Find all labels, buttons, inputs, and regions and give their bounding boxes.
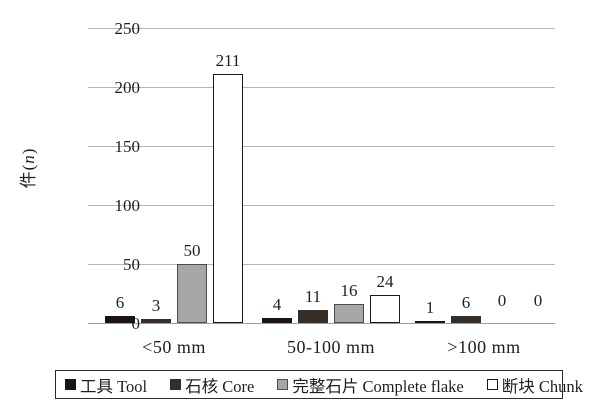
category-label-3: >100 mm <box>447 337 521 357</box>
gridline-200 <box>88 87 555 88</box>
gridline-50 <box>88 264 555 265</box>
bar-group-1: 6 3 50 211 <box>105 28 243 323</box>
y-tick-label-250: 250 <box>114 19 141 38</box>
bar-断块-Chunk <box>213 74 243 323</box>
bar-slot: 0 <box>523 28 553 323</box>
bar-石核-Core <box>451 316 481 323</box>
bar-slot: 11 <box>298 28 328 323</box>
bar-slot: 6 <box>105 28 135 323</box>
legend-marker-icon <box>170 379 182 390</box>
legend-label: 石核 Core <box>185 376 255 396</box>
bar-value-label: 24 <box>376 272 394 291</box>
legend-item: 工具 Tool <box>65 373 147 397</box>
bar-value-label: 0 <box>497 291 507 310</box>
y-tick-label-50: 50 <box>123 255 140 274</box>
bar-工具-Tool <box>105 316 135 323</box>
y-tick-label-0: 0 <box>131 314 141 333</box>
legend-marker-icon <box>486 379 498 390</box>
bar-slot: 1 <box>415 28 445 323</box>
bar-value-label: 11 <box>304 287 322 306</box>
bar-value-label: 4 <box>272 295 282 314</box>
y-tick-label-200: 200 <box>114 78 141 97</box>
bar-slot: 16 <box>334 28 364 323</box>
bar-value-label: 6 <box>461 293 471 312</box>
bar-断块-Chunk <box>370 295 400 323</box>
legend: 工具 Tool 石核 Core 完整石片 Complete flake 断块 Chun… <box>55 370 583 399</box>
plot-area: 6 3 50 211 4 11 16 24 1 6 0 0 <box>88 28 555 324</box>
gridline-100 <box>88 205 555 206</box>
bar-value-label: 50 <box>183 241 201 260</box>
category-label-2: 50-100 mm <box>287 337 375 357</box>
x-axis-line <box>88 323 555 324</box>
bar-value-label: 1 <box>425 298 435 317</box>
legend-label: 完整石片 Complete flake <box>292 376 464 396</box>
bar-value-label: 16 <box>340 281 358 300</box>
bar-slot: 4 <box>262 28 292 323</box>
bar-slot: 6 <box>451 28 481 323</box>
legend-label: 工具 Tool <box>80 376 148 396</box>
legend-item: 石核 Core <box>170 373 254 397</box>
gridline-150 <box>88 146 555 147</box>
legend-marker-icon <box>277 379 289 390</box>
bar-石核-Core <box>141 319 171 323</box>
bar-工具-Tool <box>415 321 445 323</box>
bar-石核-Core <box>298 310 328 323</box>
y-axis-title-variable: n <box>19 154 38 164</box>
gridline-250 <box>88 28 555 29</box>
y-axis-title-suffix: ) <box>19 147 38 155</box>
y-axis-title-prefix: 件( <box>19 163 38 189</box>
bar-slot: 24 <box>370 28 400 323</box>
legend-marker-icon <box>65 379 76 390</box>
legend-item: 完整石片 Complete flake <box>277 373 464 397</box>
bar-value-label: 3 <box>151 296 161 315</box>
y-tick-label-100: 100 <box>114 196 141 215</box>
bar-slot: 3 <box>141 28 171 323</box>
category-label-1: <50 mm <box>142 337 206 357</box>
bar-slot: 50 <box>177 28 207 323</box>
bar-完整石片-Complete-flake <box>177 264 207 323</box>
bar-slot: 211 <box>213 28 243 323</box>
y-tick-label-150: 150 <box>114 137 141 156</box>
bar-value-label: 0 <box>533 291 543 310</box>
bar-group-2: 4 11 16 24 <box>262 28 400 323</box>
bar-slot: 0 <box>487 28 517 323</box>
legend-item: 断块 Chunk <box>486 373 583 397</box>
legend-label: 断块 Chunk <box>501 376 583 396</box>
bar-完整石片-Complete-flake <box>334 304 364 323</box>
y-axis-title: 件(n) <box>14 148 39 189</box>
bar-value-label: 6 <box>115 293 125 312</box>
bar-工具-Tool <box>262 318 292 323</box>
bar-value-label: 211 <box>215 51 241 70</box>
